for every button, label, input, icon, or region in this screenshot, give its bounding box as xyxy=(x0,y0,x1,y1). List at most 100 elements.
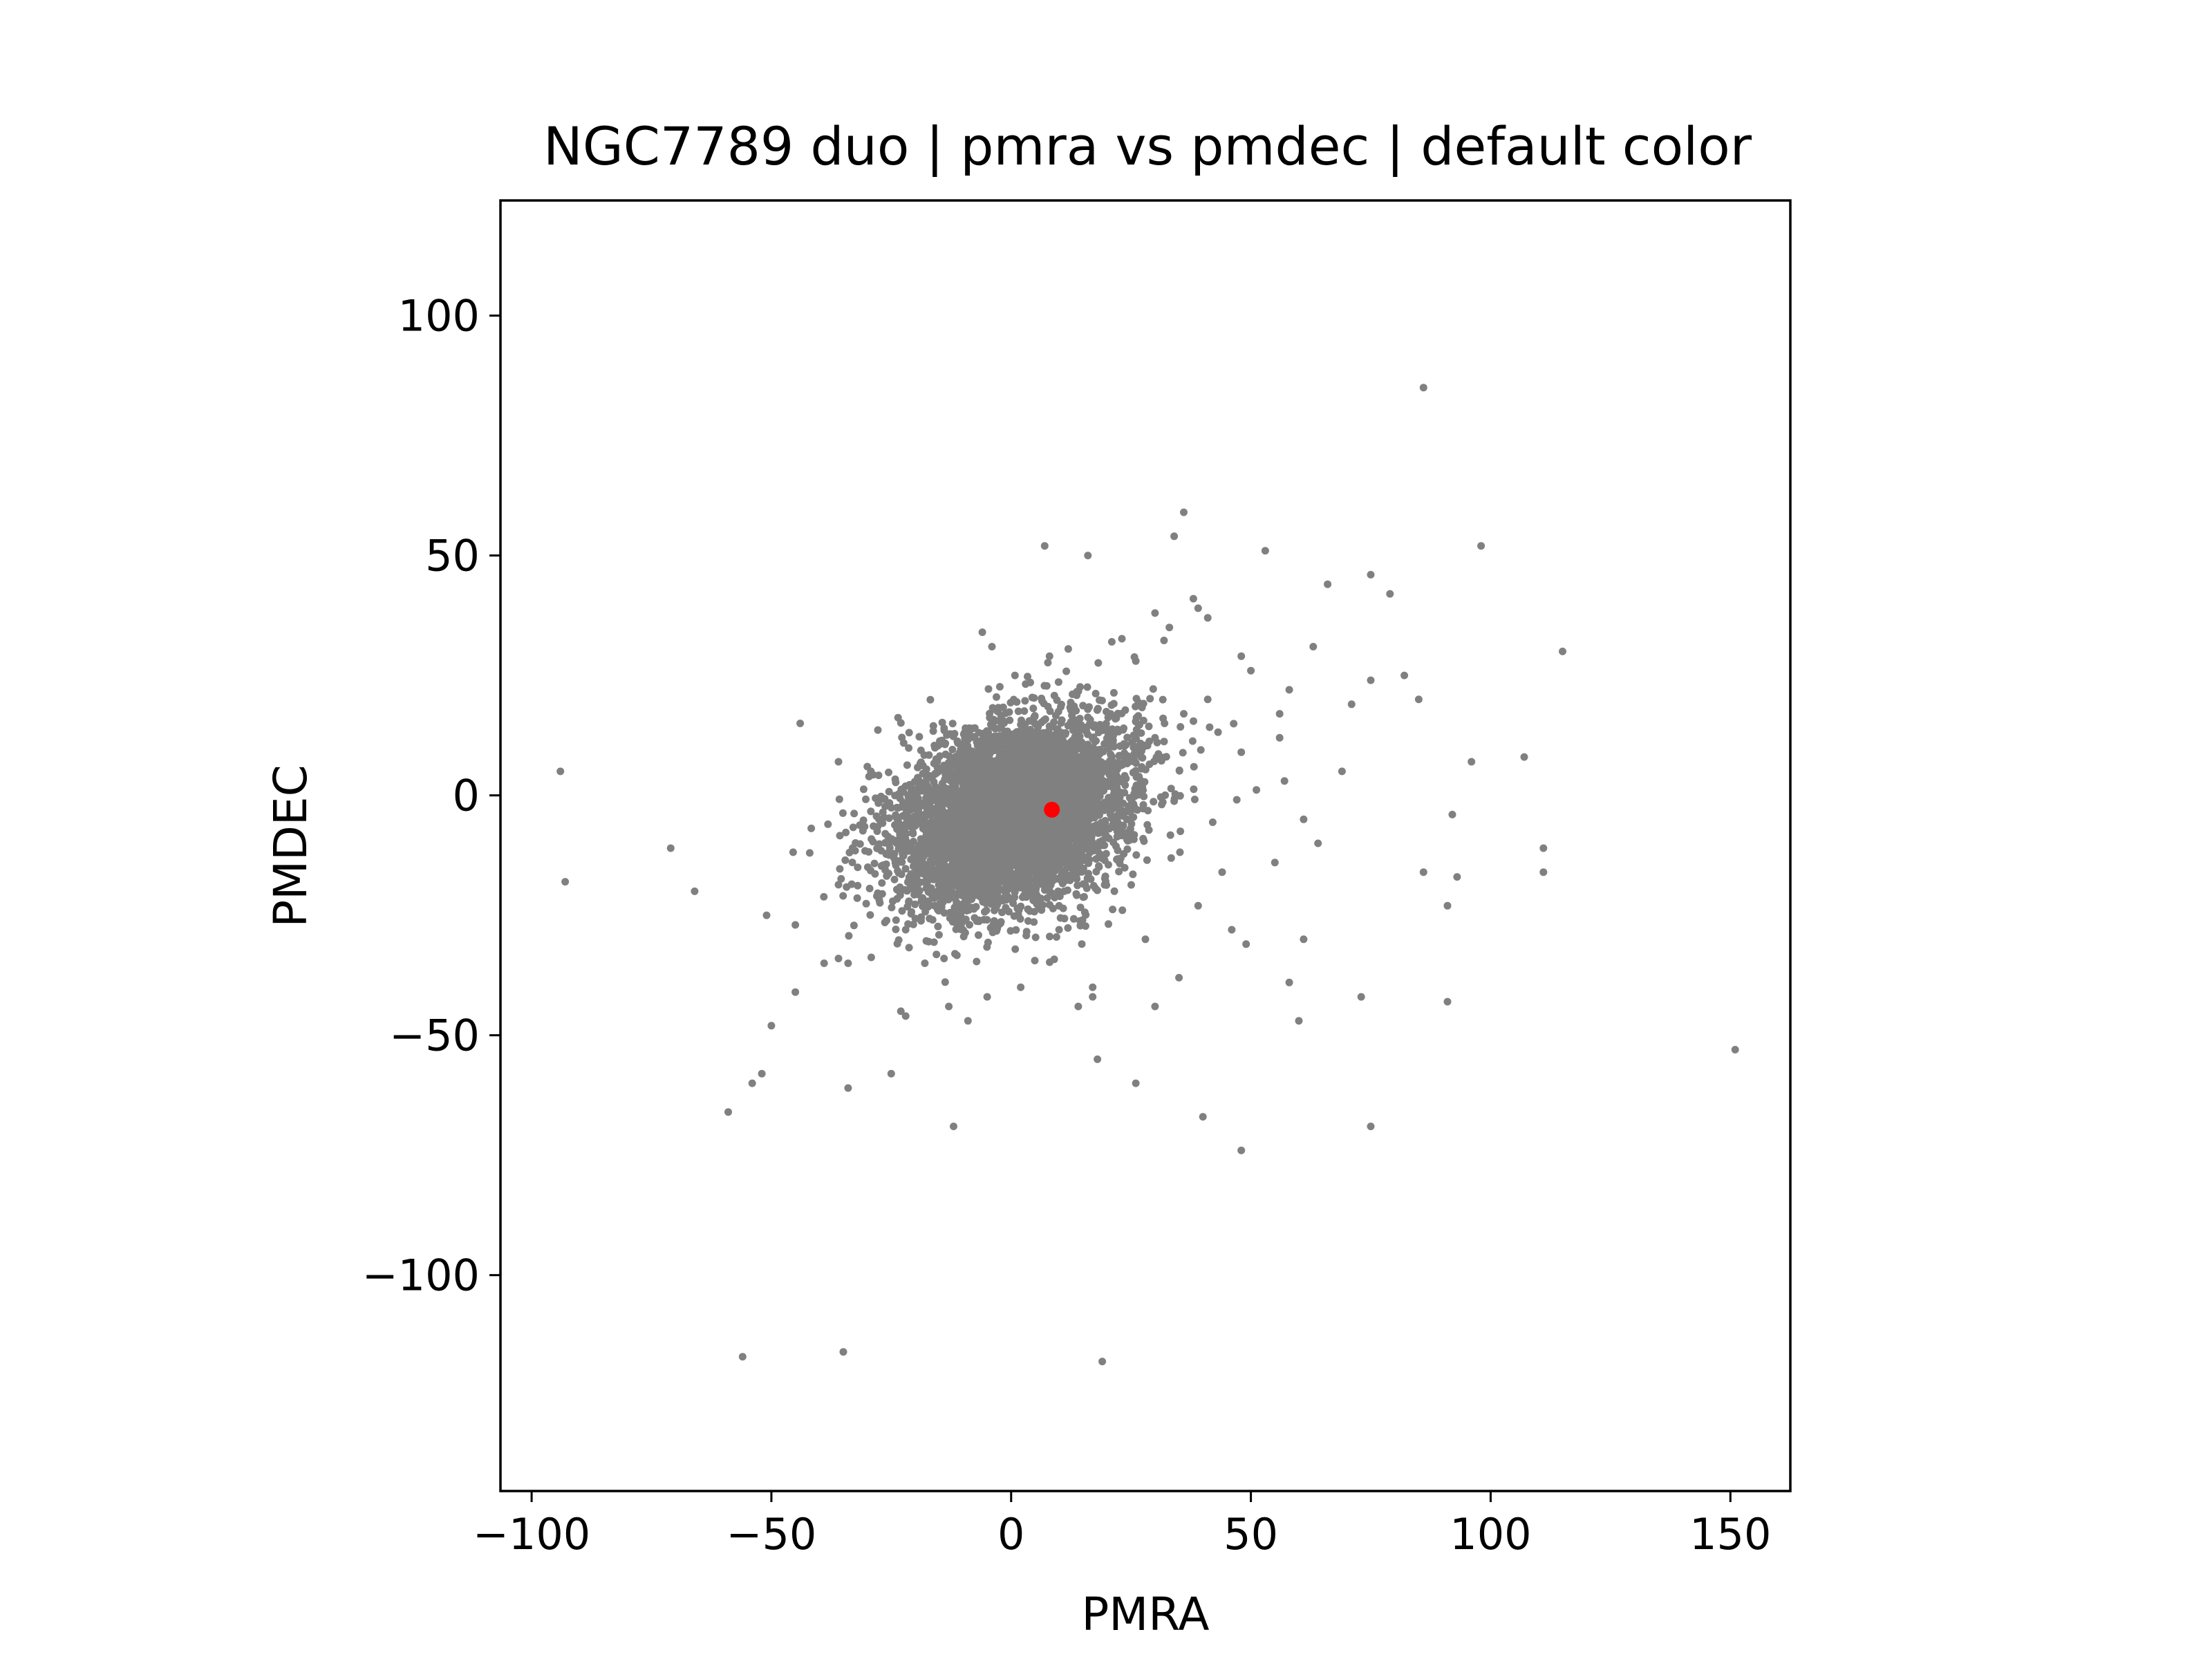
scatter-point xyxy=(919,813,927,821)
scatter-point xyxy=(993,927,1001,935)
scatter-point xyxy=(968,733,977,741)
scatter-point xyxy=(953,772,961,780)
scatter-point xyxy=(910,812,919,821)
scatter-point xyxy=(1094,756,1103,764)
scatter-point xyxy=(905,729,913,737)
scatter-point xyxy=(911,915,919,923)
scatter-point xyxy=(1084,713,1092,722)
scatter-point xyxy=(1042,682,1051,690)
scatter-point xyxy=(1136,789,1145,798)
scatter-point xyxy=(1110,887,1118,895)
scatter-point xyxy=(1089,881,1098,890)
scatter-point xyxy=(934,906,941,914)
scatter-point xyxy=(1119,821,1127,830)
scatter-point xyxy=(1161,791,1170,799)
scatter-point xyxy=(1092,722,1100,730)
scatter-point xyxy=(917,785,926,794)
scatter-point xyxy=(918,894,926,902)
scatter-point xyxy=(968,877,976,885)
scatter-point xyxy=(1179,749,1187,757)
scatter-point xyxy=(1197,746,1205,754)
scatter-point xyxy=(1035,786,1043,794)
scatter-point xyxy=(940,724,948,732)
scatter-point xyxy=(939,870,947,879)
scatter-point xyxy=(789,848,797,856)
scatter-point xyxy=(1035,734,1044,742)
scatter-point xyxy=(928,845,936,854)
scatter-point xyxy=(945,752,953,760)
scatter-point xyxy=(862,899,870,908)
scatter-point xyxy=(1100,762,1107,771)
scatter-point xyxy=(962,791,969,799)
scatter-point xyxy=(952,908,960,916)
scatter-point xyxy=(1094,704,1102,713)
scatter-point xyxy=(1104,804,1112,812)
scatter-point xyxy=(1028,816,1035,825)
scatter-point xyxy=(870,859,879,868)
scatter-point xyxy=(953,753,961,761)
scatter-point xyxy=(1005,794,1013,803)
scatter-point xyxy=(1021,697,1029,705)
scatter-point xyxy=(1031,957,1039,965)
scatter-point xyxy=(916,878,924,886)
scatter-point xyxy=(982,889,991,897)
scatter-point xyxy=(948,745,957,753)
scatter-point xyxy=(943,731,951,739)
scatter-point xyxy=(1160,738,1168,746)
scatter-point xyxy=(1055,901,1063,910)
scatter-point xyxy=(888,804,895,812)
scatter-point xyxy=(966,921,973,929)
data-points xyxy=(556,384,1739,1366)
scatter-point xyxy=(1048,743,1056,751)
scatter-point xyxy=(975,729,983,737)
scatter-point xyxy=(911,900,919,908)
scatter-point xyxy=(1145,826,1153,834)
scatter-point xyxy=(937,816,946,825)
scatter-point xyxy=(1144,807,1152,815)
scatter-point xyxy=(1071,831,1080,839)
scatter-point xyxy=(899,801,907,809)
scatter-point xyxy=(1085,783,1094,791)
scatter-point xyxy=(925,772,933,780)
scatter-point xyxy=(1096,696,1103,704)
scatter-point xyxy=(1190,785,1198,794)
scatter-point xyxy=(1018,815,1026,823)
scatter-point xyxy=(935,845,943,853)
scatter-point xyxy=(905,744,913,752)
scatter-point xyxy=(891,775,899,783)
scatter-point xyxy=(1046,932,1053,941)
scatter-point xyxy=(1009,744,1018,753)
scatter-point xyxy=(909,830,917,838)
scatter-point xyxy=(973,817,982,825)
scatter-point xyxy=(1037,894,1045,903)
scatter-point xyxy=(995,792,1003,800)
scatter-point xyxy=(1085,703,1093,711)
scatter-point xyxy=(962,915,970,924)
scatter-point xyxy=(941,843,950,851)
scatter-point xyxy=(915,733,924,741)
scatter-point xyxy=(1097,818,1105,827)
scatter-point xyxy=(1004,863,1012,872)
scatter-point xyxy=(922,937,930,945)
scatter-point xyxy=(1046,707,1054,715)
scatter-point xyxy=(1104,768,1112,776)
scatter-point xyxy=(1044,659,1052,667)
scatter-point xyxy=(867,866,874,874)
scatter-point xyxy=(1031,888,1040,896)
scatter-point xyxy=(943,875,951,883)
scatter-point xyxy=(1023,890,1031,899)
scatter-point xyxy=(1078,940,1086,948)
scatter-point xyxy=(1103,708,1110,715)
scatter-point xyxy=(1022,928,1031,936)
scatter-point xyxy=(1121,789,1129,797)
scatter-point xyxy=(842,828,850,836)
scatter-point xyxy=(834,881,843,889)
scatter-point xyxy=(1138,704,1146,711)
scatter-point xyxy=(1042,845,1049,853)
scatter-point xyxy=(859,827,867,835)
scatter-point xyxy=(841,856,850,864)
scatter-point xyxy=(926,800,934,809)
scatter-point xyxy=(868,835,876,843)
scatter-point xyxy=(1007,804,1015,812)
scatter-point xyxy=(953,923,962,931)
